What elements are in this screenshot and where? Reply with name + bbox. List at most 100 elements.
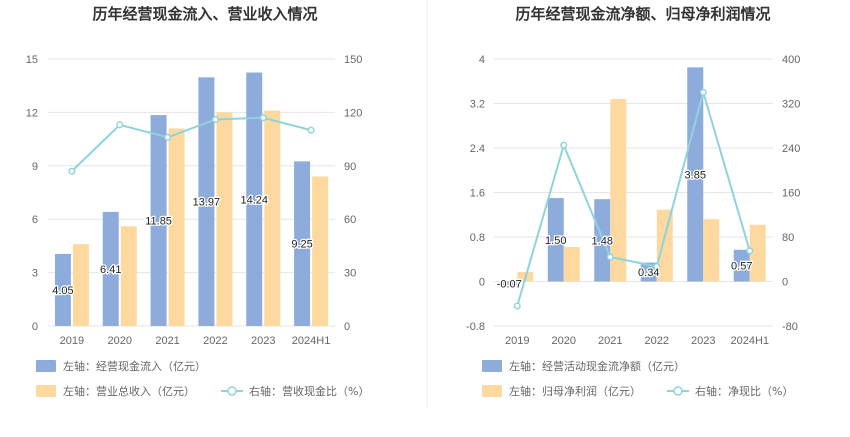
bar-series-1: [246, 72, 263, 326]
y-left-tick: 0: [32, 321, 38, 333]
legend-line-marker: [227, 386, 237, 396]
legend-label: 左轴：经营现金流入（亿元）: [63, 359, 206, 373]
y-left-tick: 1.6: [470, 188, 485, 200]
data-label: 1.48: [592, 235, 613, 247]
bar-series-1: [733, 249, 750, 282]
y-left-tick: 9: [32, 161, 38, 173]
data-label: 11.85: [145, 216, 172, 228]
x-tick: 2023: [691, 335, 715, 347]
y-right-tick: 80: [782, 232, 794, 244]
data-label: -0.07: [497, 278, 522, 290]
legend-label: 右轴：营收现金比（%）: [249, 384, 369, 398]
y-right-tick: 240: [782, 143, 800, 155]
chart-title: 历年经营现金流入、营业收入情况: [92, 5, 317, 23]
bar-series-2: [72, 244, 89, 326]
x-tick: 2023: [251, 335, 275, 347]
line-point: [746, 247, 754, 255]
legend-swatch: [36, 385, 56, 397]
x-tick: 2024H1: [292, 335, 331, 347]
bar-series-1: [547, 198, 564, 282]
legend-label: 右轴：净现比（%）: [695, 384, 793, 398]
bar-series-1: [294, 161, 311, 326]
y-right-tick: 150: [344, 54, 362, 66]
y-right-tick: -80: [782, 321, 798, 333]
legend-swatch: [482, 385, 502, 397]
y-right-tick: 0: [782, 277, 788, 289]
chart-title: 历年经营现金流净额、归母净利润情况: [515, 5, 770, 23]
legend-swatch: [482, 360, 502, 372]
bar-series-2: [168, 128, 185, 326]
data-label: 0.57: [731, 261, 752, 273]
data-label: 4.05: [52, 285, 73, 297]
x-tick: 2021: [155, 335, 179, 347]
y-right-tick: 120: [344, 107, 362, 119]
legend-line-marker: [673, 386, 683, 396]
bar-series-2: [264, 110, 281, 327]
x-tick: 2022: [203, 335, 227, 347]
y-left-tick: -0.8: [466, 321, 485, 333]
y-right-tick: 400: [782, 54, 800, 66]
bar-series-1: [150, 115, 167, 326]
bar-series-2: [656, 209, 673, 282]
y-right-tick: 160: [782, 188, 800, 200]
chart-panel-1: 历年经营现金流入、营业收入情况0369121503060901201502019…: [26, 5, 370, 398]
y-left-tick: 2.4: [470, 143, 485, 155]
line-point: [606, 253, 614, 261]
y-left-tick: 3.2: [470, 99, 485, 111]
y-right-tick: 90: [344, 161, 356, 173]
y-left-tick: 15: [26, 54, 38, 66]
line-point: [513, 302, 521, 310]
y-right-tick: 320: [782, 99, 800, 111]
x-tick: 2020: [552, 335, 576, 347]
line-series: [516, 88, 751, 307]
line-point: [653, 262, 661, 271]
x-tick: 2019: [60, 335, 84, 347]
y-left-tick: 6: [32, 214, 38, 226]
line-point: [68, 167, 76, 175]
x-tick: 2024H1: [730, 335, 769, 347]
data-label: 9.25: [291, 239, 312, 251]
line-point: [259, 114, 267, 122]
data-label: 14.24: [240, 194, 268, 206]
bar-series-1: [640, 262, 657, 282]
y-left-tick: 3: [32, 268, 38, 280]
bar-series-1: [198, 77, 215, 326]
legend-swatch: [36, 360, 56, 372]
legend-label: 左轴：归母净利润（亿元）: [509, 384, 641, 398]
x-tick: 2019: [505, 335, 529, 347]
data-label: 1.50: [545, 235, 566, 247]
legend-label: 左轴：营业总收入（亿元）: [63, 384, 195, 398]
y-left-tick: 4: [479, 54, 485, 66]
line-point: [116, 121, 124, 129]
y-right-tick: 30: [344, 268, 356, 280]
bar-series-2: [120, 226, 137, 326]
x-tick: 2022: [645, 335, 669, 347]
chart-panel-2: 历年经营现金流净额、归母净利润情况 -0.8 0 0.8 1.6 2.4 3.2 4 -80 0 8…: [466, 5, 800, 398]
data-label: 13.97: [193, 197, 221, 209]
line-point: [560, 141, 568, 149]
line-series: [71, 116, 312, 172]
bar-series-2: [312, 176, 329, 326]
bar-series-2: [703, 219, 720, 282]
y-left-tick: 0: [479, 277, 485, 289]
line-point: [699, 88, 707, 96]
line-point: [307, 126, 315, 134]
line-point: [164, 133, 172, 141]
line-point: [211, 115, 219, 124]
y-right-tick: 60: [344, 214, 356, 226]
bar-series-1: [501, 281, 518, 286]
bar-series-1: [102, 211, 119, 326]
bar-series-2: [610, 99, 627, 282]
bar-series-2: [216, 112, 233, 327]
data-label: 0.34: [638, 267, 659, 279]
y-left-tick: 0.8: [470, 232, 485, 244]
y-right-tick: 0: [344, 321, 350, 333]
legend-label: 左轴：经营活动现金流净额（亿元）: [509, 359, 685, 373]
bar-series-1: [54, 253, 71, 326]
data-label: 6.41: [100, 264, 121, 276]
bar-series-2: [563, 247, 580, 282]
x-tick: 2020: [108, 335, 132, 347]
bar-series-1: [687, 67, 704, 282]
